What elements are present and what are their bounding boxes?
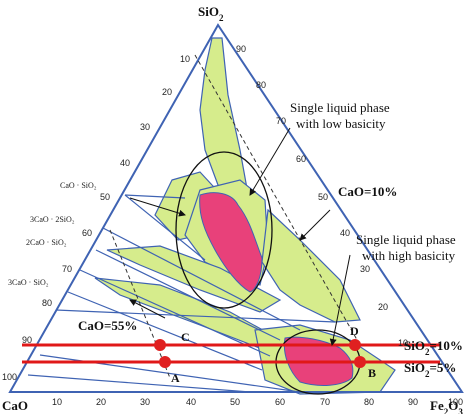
point-c-label: C bbox=[181, 330, 190, 344]
point-a-label: A bbox=[171, 371, 180, 385]
region-left-band-1 bbox=[106, 245, 282, 313]
phase-label-c3s: 3CaO · SiO₂ bbox=[8, 278, 49, 287]
right-tick-30: 30 bbox=[360, 264, 370, 274]
bottom-edge-ticks: 10 20 30 40 50 60 70 80 90 100 bbox=[52, 397, 463, 407]
bottom-tick-80: 80 bbox=[364, 397, 374, 407]
liquid-regions bbox=[199, 192, 354, 386]
sio2-10-label: SiO2=10% bbox=[404, 338, 463, 357]
low-basicity-label-line2: with low basicity bbox=[296, 116, 386, 131]
right-tick-70: 70 bbox=[276, 116, 286, 126]
triangle-outline bbox=[8, 23, 464, 393]
left-tick-10: 10 bbox=[180, 54, 190, 64]
point-d-label: D bbox=[350, 324, 359, 338]
liquid-low-basicity bbox=[199, 192, 263, 293]
region-right-upper bbox=[261, 208, 361, 323]
bottom-tick-40: 40 bbox=[186, 397, 196, 407]
cao-10-label: CaO=10% bbox=[338, 184, 397, 199]
low-basicity-label-line1: Single liquid phase bbox=[290, 100, 390, 115]
bottom-tick-70: 70 bbox=[320, 397, 330, 407]
high-basicity-label-line1: Single liquid phase bbox=[356, 232, 456, 247]
left-tick-100: 100 bbox=[2, 372, 17, 382]
right-tick-50: 50 bbox=[318, 192, 328, 202]
bottom-tick-60: 60 bbox=[275, 397, 285, 407]
composition-lines bbox=[22, 343, 440, 364]
phase-label-cs: CaO · SiO₂ bbox=[60, 181, 97, 190]
point-a-marker bbox=[159, 356, 171, 368]
cao-55-label: CaO=55% bbox=[78, 318, 137, 333]
right-tick-60: 60 bbox=[296, 154, 306, 164]
right-tick-80: 80 bbox=[256, 80, 266, 90]
right-tick-90: 90 bbox=[236, 44, 246, 54]
right-tick-20: 20 bbox=[378, 302, 388, 312]
bottom-tick-50: 50 bbox=[230, 397, 240, 407]
bottom-tick-100: 100 bbox=[448, 397, 463, 407]
right-tick-40: 40 bbox=[340, 228, 350, 238]
left-tick-30: 30 bbox=[140, 122, 150, 132]
annotation-arrows bbox=[129, 127, 351, 346]
phase-label-c2s: 2CaO · SiO₂ bbox=[26, 238, 67, 247]
bottom-tick-30: 30 bbox=[140, 397, 150, 407]
dashed-lines bbox=[109, 54, 361, 379]
point-b-marker bbox=[354, 356, 366, 368]
right-edge-ticks: 90 80 70 60 50 40 30 20 10 bbox=[236, 44, 408, 348]
bottom-tick-10: 10 bbox=[52, 397, 62, 407]
point-b-label: B bbox=[368, 366, 376, 380]
vertex-cao: CaO bbox=[2, 398, 28, 413]
point-d-marker bbox=[349, 339, 361, 351]
bottom-tick-90: 90 bbox=[408, 397, 418, 407]
left-edge-ticks: 10 20 30 40 50 60 70 80 90 100 bbox=[2, 54, 190, 382]
right-tick-10: 10 bbox=[398, 338, 408, 348]
left-tick-20: 20 bbox=[162, 87, 172, 97]
point-c-marker bbox=[154, 339, 166, 351]
vertex-sio2: SiO2 bbox=[198, 4, 224, 23]
left-tick-60: 60 bbox=[82, 228, 92, 238]
bottom-tick-20: 20 bbox=[96, 397, 106, 407]
left-tick-80: 80 bbox=[42, 298, 52, 308]
tie-lines bbox=[27, 194, 336, 393]
left-tick-70: 70 bbox=[62, 264, 72, 274]
composition-points bbox=[154, 339, 366, 368]
sio2-5-label: SiO2=5% bbox=[404, 360, 456, 379]
vertex-fe2o3: Fe2O3 bbox=[430, 398, 463, 414]
phase-labels: CaO · SiO₂ 3CaO · 2SiO₂ 2CaO · SiO₂ 3CaO… bbox=[8, 181, 97, 287]
high-basicity-label-line2: with high basicity bbox=[362, 248, 456, 263]
left-tick-40: 40 bbox=[120, 158, 130, 168]
left-tick-50: 50 bbox=[100, 192, 110, 202]
left-tick-90: 90 bbox=[22, 335, 32, 345]
phase-label-c3s2: 3CaO · 2SiO₂ bbox=[30, 215, 75, 224]
